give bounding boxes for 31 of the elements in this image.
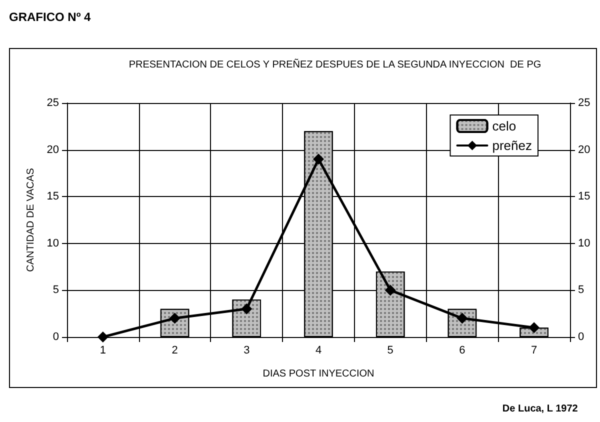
- x-tick-label: 7: [531, 344, 538, 356]
- y-tick-label: 5: [52, 284, 59, 296]
- text: De Luca, L 1972: [502, 404, 578, 414]
- y2-tick-label: 20: [578, 144, 590, 156]
- x-tick-label: 4: [315, 344, 322, 356]
- point: [528, 322, 540, 334]
- y-tick-label: 25: [46, 97, 59, 109]
- y-tick-label: 20: [46, 144, 59, 156]
- y2-tick-label: 15: [578, 190, 590, 203]
- legend-label: celo: [492, 118, 516, 134]
- x-tick-label: 3: [244, 344, 250, 356]
- y2-tick-label: 25: [578, 97, 590, 109]
- x-axis-title: DIAS POST INYECCION: [262, 368, 374, 380]
- chart-title: GRAFICO Nº 4: [9, 10, 92, 24]
- point: [384, 284, 396, 296]
- y-axis-title: CANTIDAD DE VACAS: [25, 168, 36, 272]
- x-tick-label: 1: [100, 344, 106, 356]
- y2-tick-label: 10: [578, 237, 590, 250]
- legend-label: preñez: [492, 138, 532, 153]
- point: [241, 303, 252, 314]
- x-tick-label: 6: [459, 344, 466, 356]
- chart-subtitle: PRESENTACION DE CELOS Y PREÑEZ DESPUES DE LA SEGUNDA INYECCION DE PG: [128, 58, 542, 70]
- y-tick-label: 10: [46, 237, 59, 250]
- x-tick-label: 2: [172, 344, 178, 356]
- x-tick-label: 5: [387, 344, 394, 356]
- point: [313, 154, 324, 165]
- y2-tick-label: 0: [578, 331, 584, 343]
- point: [97, 332, 108, 342]
- y-tick-label: 0: [52, 331, 59, 343]
- y-tick-label: 15: [46, 190, 59, 203]
- y2-tick-label: 5: [578, 284, 584, 296]
